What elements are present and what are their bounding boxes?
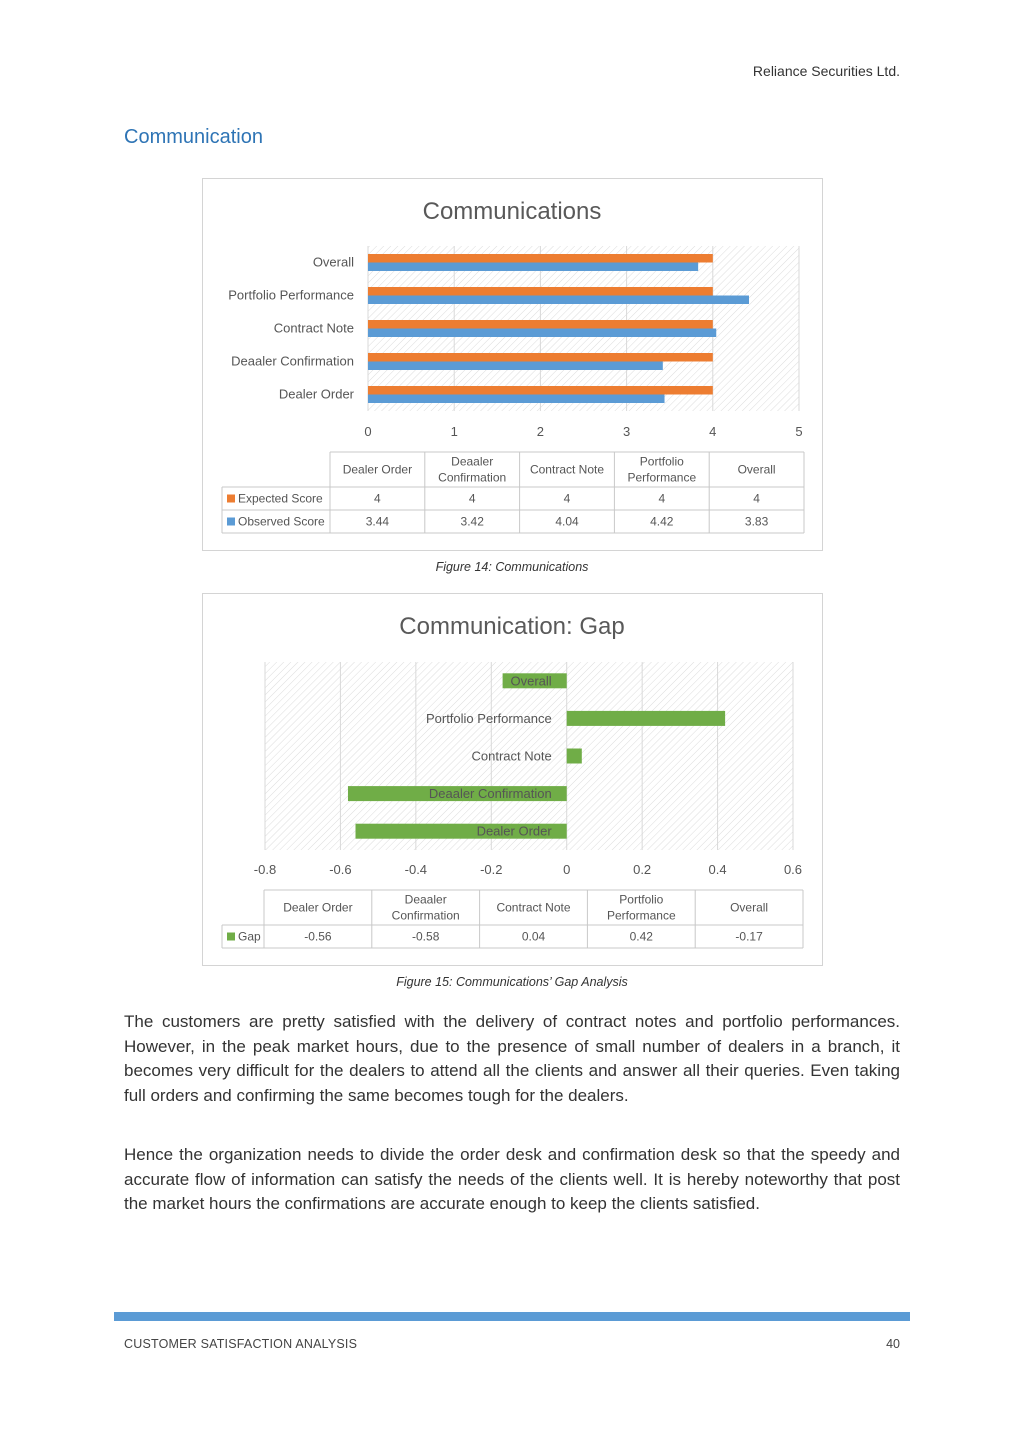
figure-14-caption: Figure 14: Communications bbox=[435, 560, 589, 574]
chart1-table-value: 4 bbox=[469, 492, 476, 506]
chart2-bar-portfolio-performance bbox=[566, 710, 726, 726]
chart2-table-value: -0.17 bbox=[735, 930, 763, 944]
chart1-tick-label: 4 bbox=[709, 424, 716, 439]
chart1-title: Communications bbox=[423, 198, 602, 225]
chart2-tick-label: 0.6 bbox=[784, 862, 802, 877]
chart2-category-label: Deaaler Confirmation bbox=[429, 786, 552, 801]
chart1-table-value: 3.83 bbox=[745, 515, 769, 529]
chart1-bar-observed-score-deaaler-confirmation bbox=[368, 361, 663, 370]
communication-gap-chart-svg: Communication: Gap -0.8 -0.6 -0.4 -0.2 0 0.2 0.… bbox=[221, 613, 804, 949]
chart2-category-label: Overall bbox=[511, 673, 552, 688]
chart2-table-header: Confirmation bbox=[392, 909, 460, 923]
chart2-table-value: -0.58 bbox=[412, 930, 440, 944]
header-company-name: Reliance Securities Ltd. bbox=[752, 63, 900, 79]
chart1-legend-swatch-observed-score bbox=[227, 517, 235, 526]
chart2-tick-label: -0.8 bbox=[254, 862, 276, 877]
chart2-bar-contract-note bbox=[566, 748, 582, 764]
communications-chart-svg: Communications 0 1 2 3 4 5 Dealer Order Deaaler … bbox=[221, 198, 805, 534]
chart1-table-value: 4 bbox=[753, 492, 760, 506]
figure-15-caption: Figure 15: Communications’ Gap Analysis bbox=[396, 975, 628, 989]
chart1-bar-observed-score-dealer-order bbox=[368, 394, 665, 403]
chart1-category-label: Portfolio Performance bbox=[228, 288, 354, 303]
chart1-category-label: Contract Note bbox=[274, 321, 354, 336]
chart2-bar-deaaler-confirmation bbox=[347, 786, 567, 802]
chart2-tick-label: 0.2 bbox=[633, 862, 651, 877]
chart1-table-value: 3.42 bbox=[461, 515, 485, 529]
chart1-table-header: Performance bbox=[627, 471, 696, 485]
chart1-tick-label: 5 bbox=[795, 424, 802, 439]
chart1-table-header: Contract Note bbox=[530, 463, 604, 477]
chart1-bar-expected-score-overall bbox=[368, 254, 713, 263]
chart1-tick-label: 3 bbox=[623, 424, 630, 439]
chart1-table-value: 3.44 bbox=[366, 515, 390, 529]
chart1-table-value: 4.42 bbox=[650, 515, 674, 529]
chart2-legend-label-gap: Gap bbox=[238, 930, 261, 944]
chart2-tick-label: 0.4 bbox=[709, 862, 727, 877]
chart1-category-label: Overall bbox=[313, 255, 354, 270]
chart2-legend-swatch-gap bbox=[227, 932, 235, 941]
chart2-title: Communication: Gap bbox=[399, 613, 624, 640]
footer-bar bbox=[114, 1312, 910, 1321]
chart1-table-header: Confirmation bbox=[438, 471, 506, 485]
chart2-table-value: 0.04 bbox=[522, 930, 546, 944]
section-heading: Communication bbox=[124, 126, 263, 148]
chart2-tick-label: -0.6 bbox=[329, 862, 351, 877]
chart1-tick-label: 2 bbox=[537, 424, 544, 439]
chart1-tick-label: 0 bbox=[364, 424, 371, 439]
chart2-category-label: Contract Note bbox=[472, 749, 552, 764]
chart2-table-value: -0.56 bbox=[304, 930, 332, 944]
chart1-table-value: 4 bbox=[564, 492, 571, 506]
chart1-bar-expected-score-deaaler-confirmation bbox=[368, 353, 713, 362]
chart1-table-value: 4 bbox=[658, 492, 665, 506]
chart2-table-header: Performance bbox=[607, 909, 676, 923]
chart1-legend-label-expected-score: Expected Score bbox=[238, 492, 323, 506]
chart2-bar-overall bbox=[502, 673, 567, 689]
chart1-table-header: Deaaler bbox=[451, 455, 493, 469]
chart2-tick-label: -0.4 bbox=[405, 862, 427, 877]
chart1-table-header: Portfolio bbox=[640, 455, 684, 469]
chart1-legend-swatch-expected-score bbox=[227, 494, 235, 503]
chart2-table-header: Dealer Order bbox=[283, 901, 352, 915]
footer-title: CUSTOMER SATISFACTION ANALYSIS bbox=[124, 1337, 358, 1351]
chart1-table-value: 4 bbox=[374, 492, 381, 506]
chart1-bar-expected-score-contract-note bbox=[368, 320, 713, 329]
chart2-table-value: 0.42 bbox=[630, 930, 654, 944]
chart1-table-value: 4.04 bbox=[555, 515, 579, 529]
chart1-bar-expected-score-dealer-order bbox=[368, 386, 713, 395]
chart2-category-label: Portfolio Performance bbox=[426, 711, 552, 726]
chart2-table-header: Portfolio bbox=[619, 893, 663, 907]
body-paragraph-1: The customers are pretty satisfied with … bbox=[124, 1012, 900, 1105]
chart2-category-label: Dealer Order bbox=[477, 824, 553, 839]
chart1-table-header: Dealer Order bbox=[343, 463, 412, 477]
chart1-tick-label: 1 bbox=[451, 424, 458, 439]
chart2-bar-dealer-order bbox=[355, 823, 567, 839]
chart1-bar-observed-score-overall bbox=[368, 262, 699, 271]
body-paragraph-2: Hence the organization needs to divide t… bbox=[124, 1145, 900, 1213]
page-number: 40 bbox=[886, 1337, 900, 1351]
communications-chart: Communications 0 1 2 3 4 5 Dealer Order Deaaler … bbox=[202, 178, 823, 551]
chart1-category-label: Dealer Order bbox=[279, 387, 355, 402]
chart1-legend-label-observed-score: Observed Score bbox=[238, 515, 325, 529]
chart2-table-header: Contract Note bbox=[496, 901, 570, 915]
chart1-bar-observed-score-portfolio-performance bbox=[368, 295, 750, 304]
chart1-category-label: Deaaler Confirmation bbox=[231, 354, 354, 369]
chart1-bar-observed-score-contract-note bbox=[368, 328, 717, 337]
chart2-table-header: Deaaler bbox=[405, 893, 447, 907]
communication-gap-chart: Communication: Gap -0.8 -0.6 -0.4 -0.2 0 0.2 0.… bbox=[202, 593, 823, 966]
chart2-plot-area bbox=[265, 662, 793, 850]
chart2-tick-label: 0 bbox=[563, 862, 570, 877]
chart2-table-header: Overall bbox=[730, 901, 768, 915]
chart2-tick-label: -0.2 bbox=[480, 862, 502, 877]
chart1-table-header: Overall bbox=[738, 463, 776, 477]
chart1-bar-expected-score-portfolio-performance bbox=[368, 287, 713, 296]
